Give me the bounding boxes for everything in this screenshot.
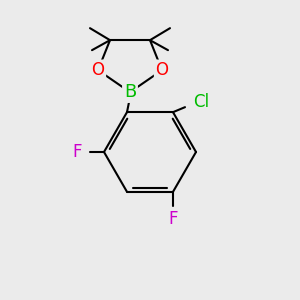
Text: B: B — [124, 83, 136, 101]
Text: F: F — [168, 210, 178, 228]
Text: Cl: Cl — [193, 93, 209, 111]
Text: O: O — [92, 61, 104, 79]
Text: F: F — [72, 143, 82, 161]
Text: O: O — [155, 61, 169, 79]
